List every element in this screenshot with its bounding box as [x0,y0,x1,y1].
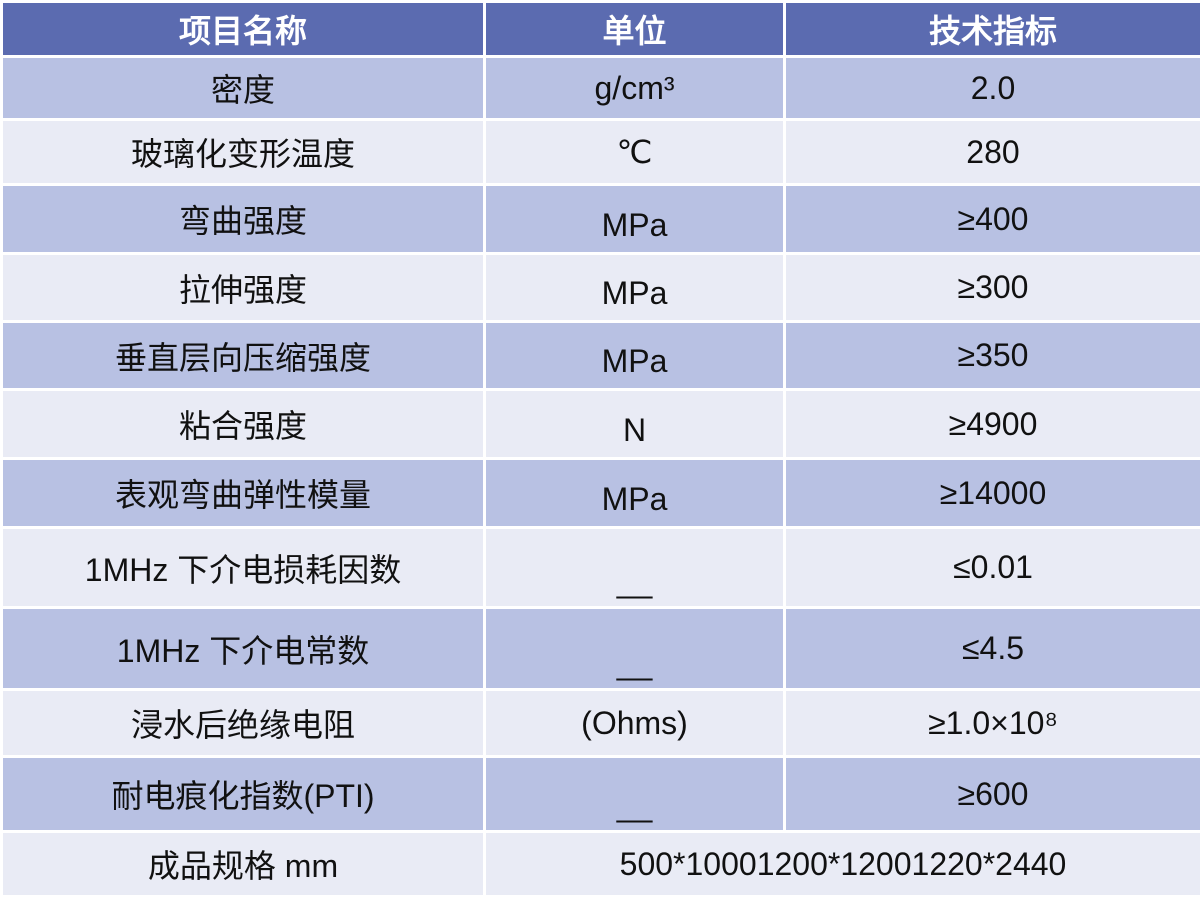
item-unit: N [485,390,785,459]
table-row: 1MHz 下介电常数 __ ≤4.5 [2,608,1200,690]
table-row: 浸水后绝缘电阻 (Ohms) ≥1.0×10⁸ [2,690,1200,757]
item-name: 密度 [2,57,485,120]
item-unit: ℃ [485,120,785,185]
item-unit: __ [485,528,785,608]
item-name: 耐电痕化指数(PTI) [2,757,485,832]
item-unit: MPa [485,322,785,390]
header-unit: 单位 [485,2,785,57]
footer-name: 成品规格 mm [2,832,485,897]
item-unit: MPa [485,254,785,322]
item-name: 拉伸强度 [2,254,485,322]
item-name: 表观弯曲弹性模量 [2,459,485,528]
table-row: 弯曲强度 MPa ≥400 [2,185,1200,254]
item-spec: ≥14000 [785,459,1200,528]
item-name: 垂直层向压缩强度 [2,322,485,390]
header-row: 项目名称 单位 技术指标 [2,2,1200,57]
table-row: 耐电痕化指数(PTI) __ ≥600 [2,757,1200,832]
item-spec: 2.0 [785,57,1200,120]
item-unit: g/cm³ [485,57,785,120]
header-spec: 技术指标 [785,2,1200,57]
item-spec: ≥4900 [785,390,1200,459]
header-name: 项目名称 [2,2,485,57]
item-spec: ≥600 [785,757,1200,832]
item-unit: __ [485,608,785,690]
table-row: 密度 g/cm³ 2.0 [2,57,1200,120]
item-name: 粘合强度 [2,390,485,459]
item-name: 玻璃化变形温度 [2,120,485,185]
table-row: 粘合强度 N ≥4900 [2,390,1200,459]
footer-spec: 500*10001200*12001220*2440 [485,832,1200,897]
item-spec: ≥350 [785,322,1200,390]
table-row: 拉伸强度 MPa ≥300 [2,254,1200,322]
item-unit: (Ohms) [485,690,785,757]
item-spec: ≥1.0×10⁸ [785,690,1200,757]
item-name: 1MHz 下介电损耗因数 [2,528,485,608]
item-unit: __ [485,757,785,832]
item-name: 1MHz 下介电常数 [2,608,485,690]
item-spec: ≤0.01 [785,528,1200,608]
item-spec: 280 [785,120,1200,185]
table-row: 表观弯曲弹性模量 MPa ≥14000 [2,459,1200,528]
item-spec: ≥300 [785,254,1200,322]
table-row: 玻璃化变形温度 ℃ 280 [2,120,1200,185]
table-row: 1MHz 下介电损耗因数 __ ≤0.01 [2,528,1200,608]
item-unit: MPa [485,185,785,254]
item-spec: ≥400 [785,185,1200,254]
item-unit: MPa [485,459,785,528]
footer-row: 成品规格 mm 500*10001200*12001220*2440 [2,832,1200,897]
item-name: 浸水后绝缘电阻 [2,690,485,757]
table-row: 垂直层向压缩强度 MPa ≥350 [2,322,1200,390]
item-name: 弯曲强度 [2,185,485,254]
item-spec: ≤4.5 [785,608,1200,690]
